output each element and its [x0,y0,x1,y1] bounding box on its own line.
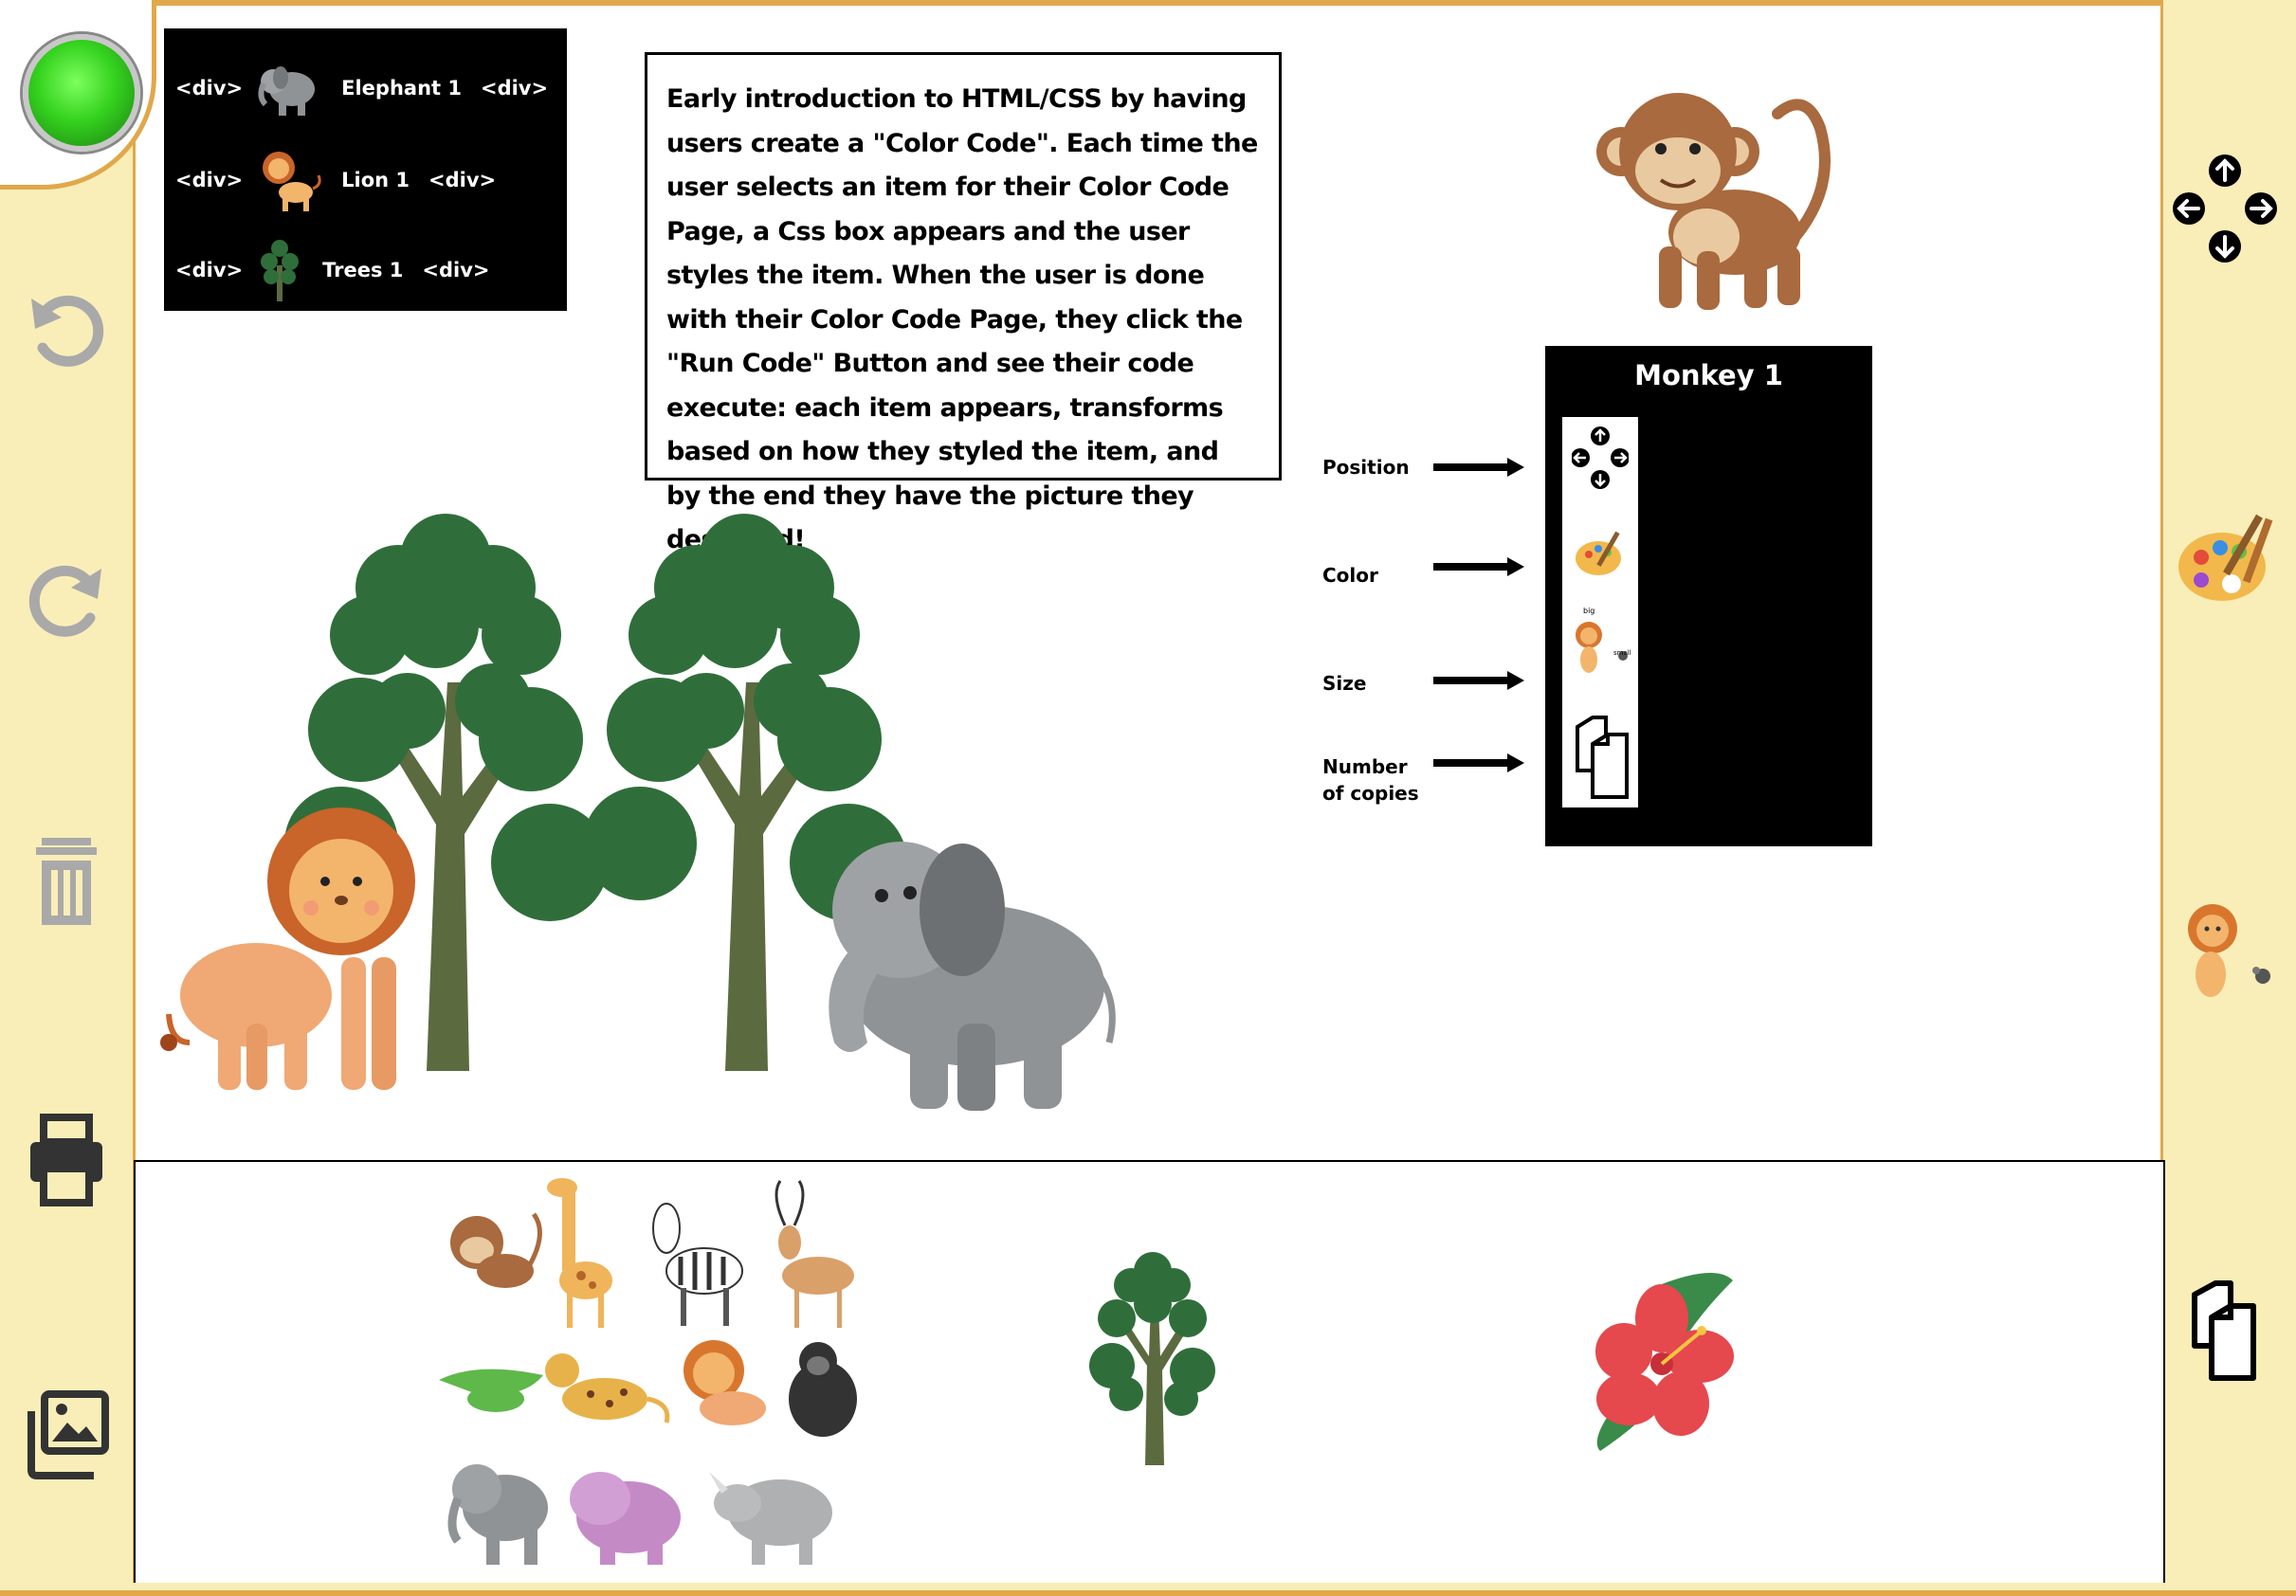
code-row-name: Elephant 1 [341,77,462,100]
palette-elephant[interactable] [447,1464,548,1565]
prop-label-size: Size [1322,672,1367,695]
arrow-right-icon [1433,753,1524,772]
canvas-lion[interactable] [160,807,415,1090]
palette-gorilla[interactable] [789,1342,857,1437]
palette-hippo[interactable] [570,1472,681,1565]
prop-label-color: Color [1322,564,1378,587]
open-tag: <div> [175,169,244,191]
description-box: Early introduction to HTML/CSS by having… [645,52,1282,554]
size-icon[interactable] [1568,618,1634,675]
hibiscus-flower-item[interactable] [1591,1271,1742,1451]
arrow-right-icon [1433,671,1524,690]
palette-monkey[interactable] [450,1212,542,1288]
css-style-panel: Monkey 1 big small [1545,346,1872,846]
trash-icon[interactable] [19,834,114,929]
canvas-elephant[interactable] [829,842,1116,1111]
palette-leopard[interactable] [545,1353,670,1424]
prop-label-copies: Number of copies [1322,753,1419,807]
position-icon[interactable] [1572,425,1629,491]
undo-icon[interactable] [19,284,114,379]
canvas-tree-1[interactable] [284,514,609,1071]
close-tag: <div> [428,169,497,191]
resize-lion-icon[interactable] [2173,891,2277,1005]
code-row-trees[interactable]: <div> Trees 1 <div> [175,237,490,303]
left-toolbar [0,0,136,1596]
css-panel-title: Monkey 1 [1634,359,1783,391]
arrow-right-icon [1433,557,1524,576]
gallery-icon[interactable] [19,1388,114,1483]
run-code-button[interactable] [23,34,140,152]
copies-icon[interactable] [2173,1275,2277,1388]
lion-icon [263,152,321,211]
palette-zebra[interactable] [652,1203,743,1326]
prop-label-position: Position [1322,456,1410,479]
arrow-right-icon [1433,458,1524,477]
color-icon[interactable] [1572,526,1629,583]
code-panel: <div> Elephant 1 <div> <div> Lion 1 <div… [164,28,567,311]
canvas-monkey[interactable] [1593,81,1839,313]
canvas-tree-2[interactable] [583,514,907,1071]
close-tag: <div> [422,259,490,281]
animals-group[interactable] [439,1176,875,1574]
palette-lion[interactable] [683,1340,766,1425]
item-palette [134,1160,2165,1596]
prop-label-copies-line1: Number [1322,755,1408,778]
bottom-border [0,1583,2296,1596]
open-tag: <div> [175,77,244,100]
right-toolbar [2160,0,2296,1596]
top-border [0,0,2296,13]
code-row-name: Trees 1 [322,259,404,281]
redo-icon[interactable] [19,554,114,649]
palette-giraffe[interactable] [547,1178,612,1328]
palette-rhino[interactable] [709,1472,832,1565]
tree-item[interactable] [1079,1252,1221,1470]
design-canvas[interactable] [152,512,1194,1137]
css-property-strip: big small [1562,417,1638,807]
palette-icon[interactable] [2173,502,2277,616]
prop-label-copies-line2: of copies [1322,782,1419,805]
run-button-area [0,0,156,190]
copies-small-icon[interactable] [1574,716,1631,801]
tree-icon [261,240,300,301]
palette-crocodile[interactable] [439,1369,543,1412]
code-row-name: Lion 1 [341,169,410,191]
code-row-elephant[interactable]: <div> Elephant 1 <div> [175,55,548,121]
close-tag: <div> [480,77,549,100]
code-row-lion[interactable]: <div> Lion 1 <div> [175,147,496,213]
palette-antelope[interactable] [774,1180,854,1328]
size-small-label: small [1613,649,1631,657]
move-arrows-icon[interactable] [2173,152,2277,265]
open-tag: <div> [175,259,244,281]
print-icon[interactable] [19,1114,114,1208]
elephant-icon [258,66,316,116]
size-big-label: big [1583,607,1595,615]
